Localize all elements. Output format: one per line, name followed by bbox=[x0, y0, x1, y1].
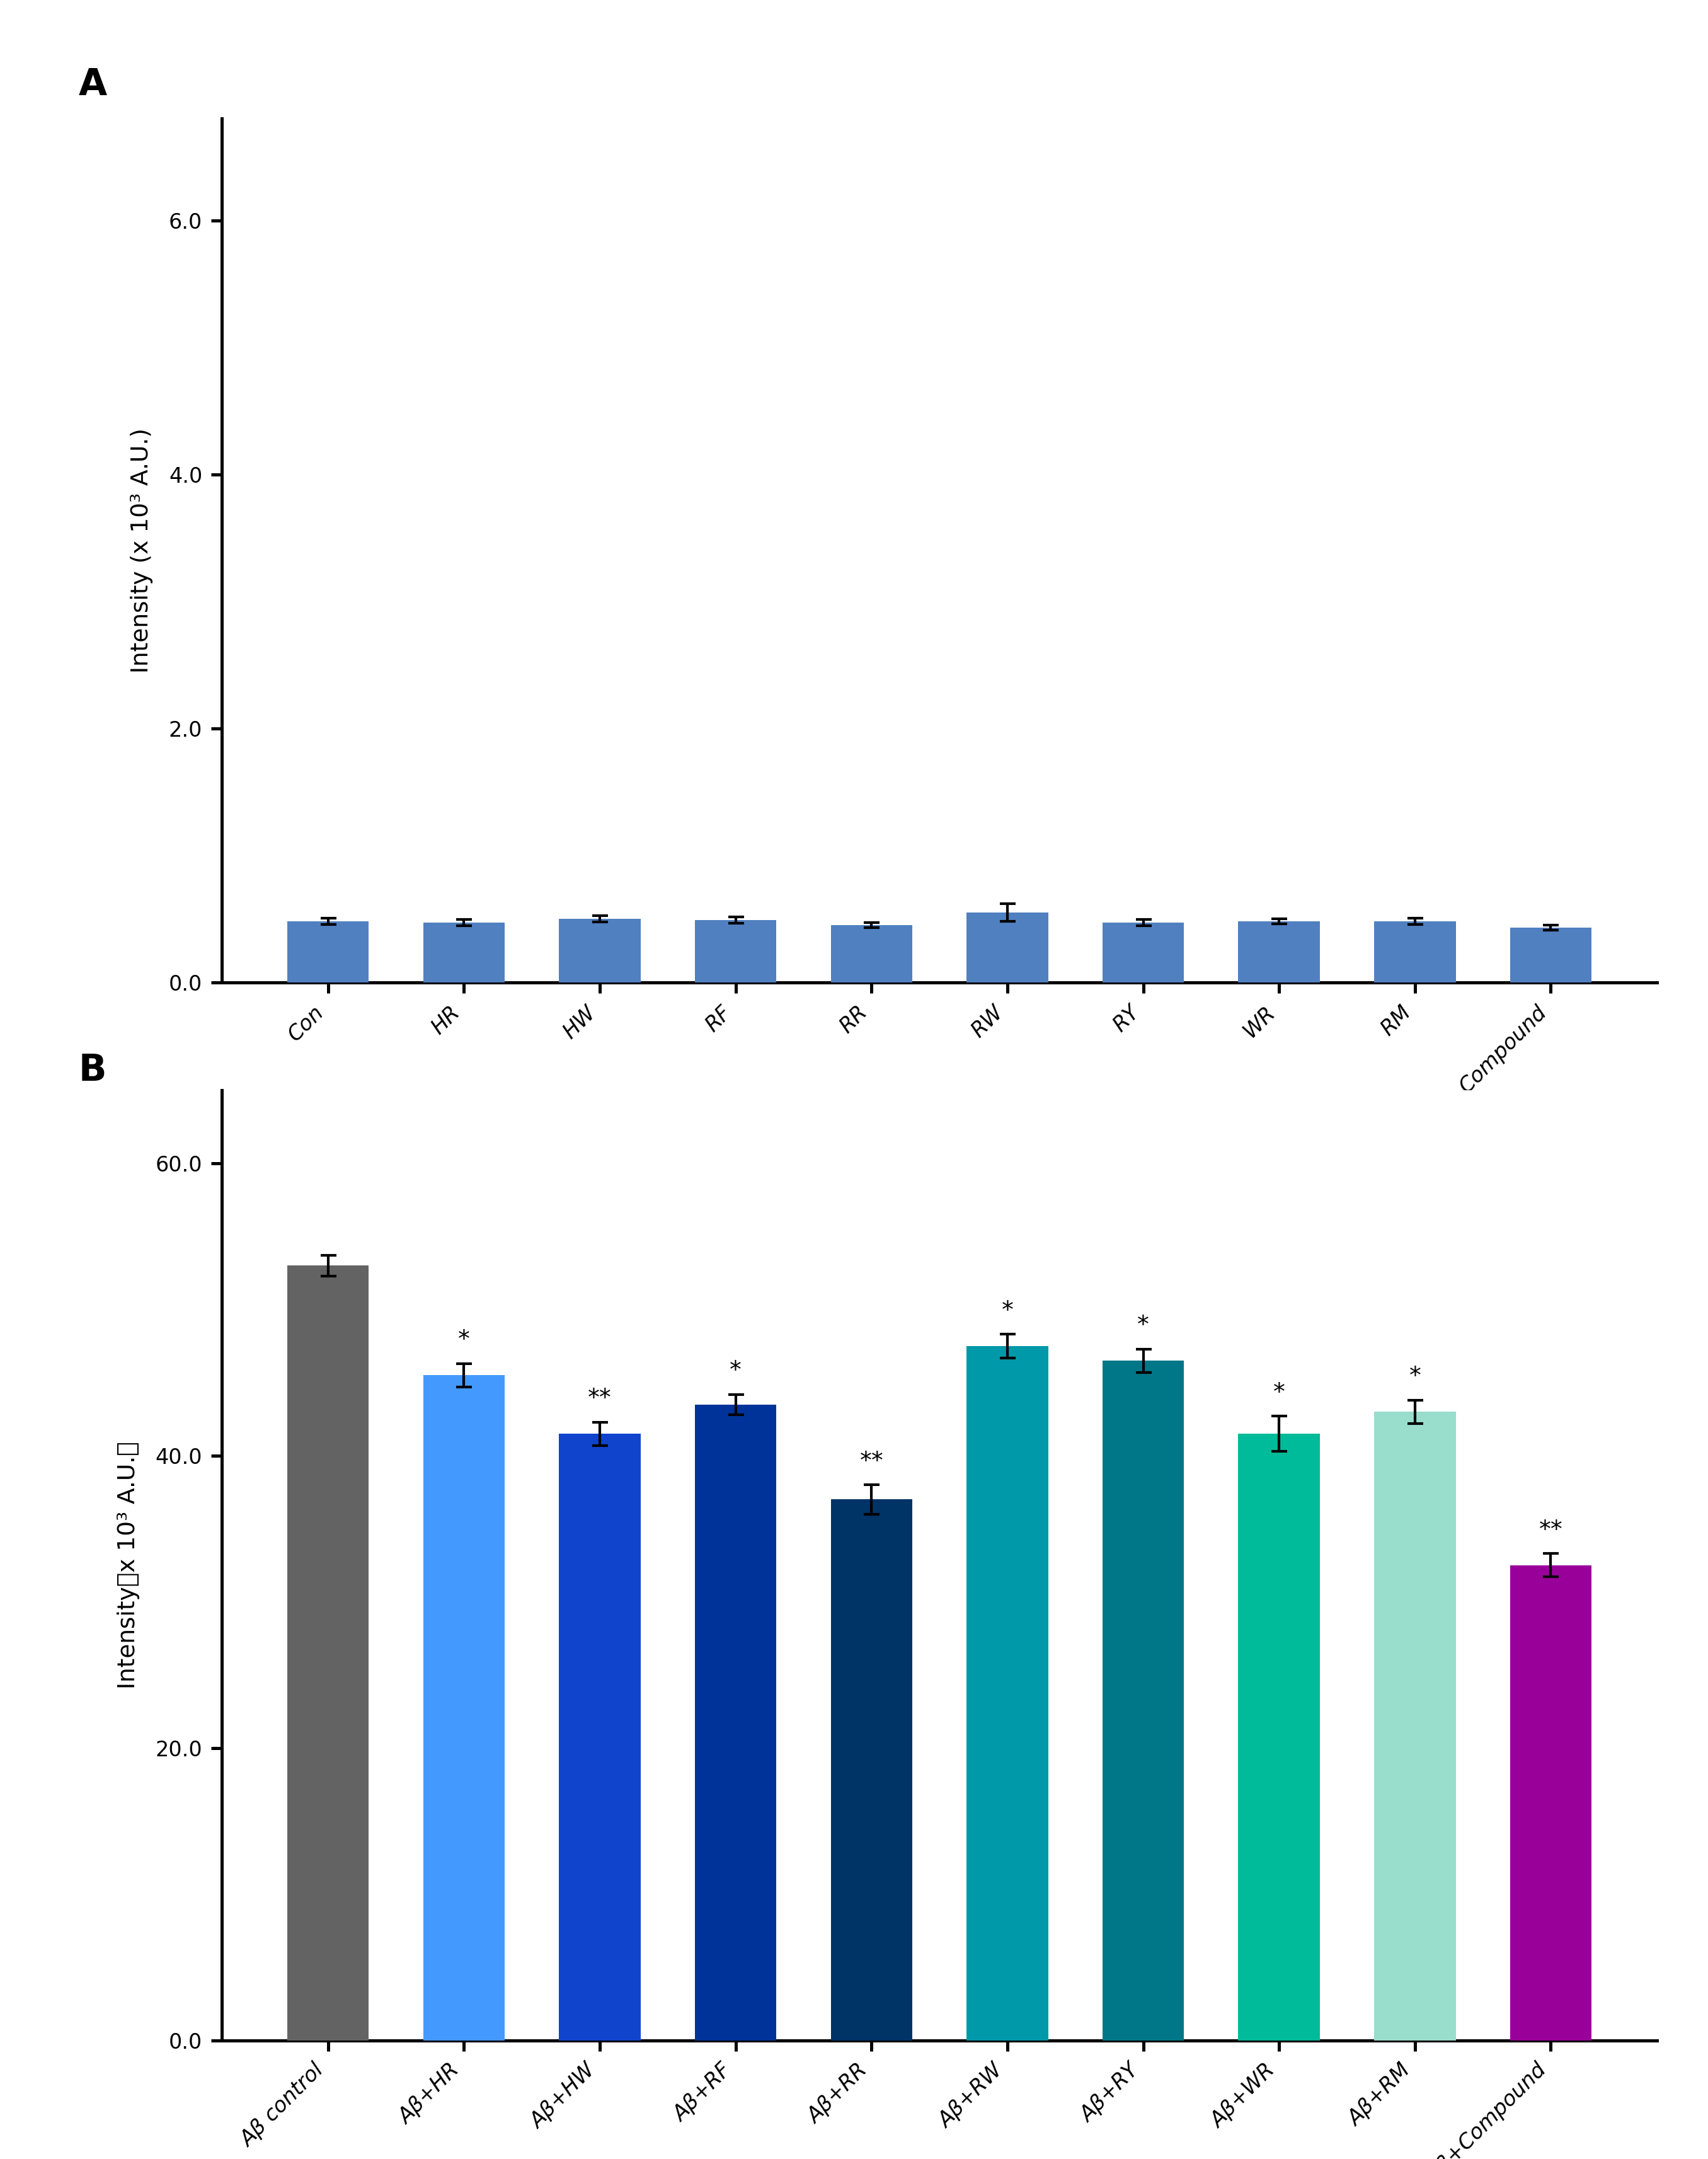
Bar bbox=[1375, 1412, 1455, 2040]
Bar bbox=[287, 1265, 369, 2040]
Text: *: * bbox=[1272, 1382, 1284, 1406]
Bar bbox=[424, 922, 504, 982]
Bar bbox=[967, 913, 1049, 982]
Bar bbox=[1102, 1360, 1184, 2040]
Y-axis label: Intensity（x 10³ A.U.）: Intensity（x 10³ A.U.） bbox=[116, 1442, 140, 1688]
Bar bbox=[1238, 1434, 1320, 2040]
Bar bbox=[830, 926, 912, 982]
Y-axis label: Intensity (x 10³ A.U.): Intensity (x 10³ A.U.) bbox=[130, 427, 154, 674]
Text: **: ** bbox=[1539, 1520, 1563, 1542]
Bar bbox=[559, 920, 640, 982]
Text: *: * bbox=[1138, 1315, 1149, 1336]
Text: *: * bbox=[1409, 1367, 1421, 1388]
Bar bbox=[559, 1434, 640, 2040]
Text: A: A bbox=[79, 67, 108, 104]
Bar bbox=[287, 922, 369, 982]
Bar bbox=[1238, 922, 1320, 982]
Bar bbox=[424, 1375, 504, 2040]
Text: **: ** bbox=[588, 1388, 611, 1410]
Bar bbox=[1510, 1565, 1592, 2040]
Bar bbox=[830, 1501, 912, 2040]
Bar bbox=[1510, 928, 1592, 982]
Text: B: B bbox=[79, 1051, 106, 1088]
Text: **: ** bbox=[859, 1451, 883, 1472]
Text: *: * bbox=[458, 1330, 470, 1352]
Bar bbox=[1375, 922, 1455, 982]
Bar bbox=[967, 1345, 1049, 2040]
Text: *: * bbox=[1001, 1300, 1013, 1323]
Bar bbox=[695, 920, 777, 982]
Bar bbox=[695, 1406, 777, 2040]
Bar bbox=[1102, 922, 1184, 982]
Text: *: * bbox=[729, 1360, 741, 1382]
X-axis label: Groups: Groups bbox=[886, 1129, 992, 1155]
